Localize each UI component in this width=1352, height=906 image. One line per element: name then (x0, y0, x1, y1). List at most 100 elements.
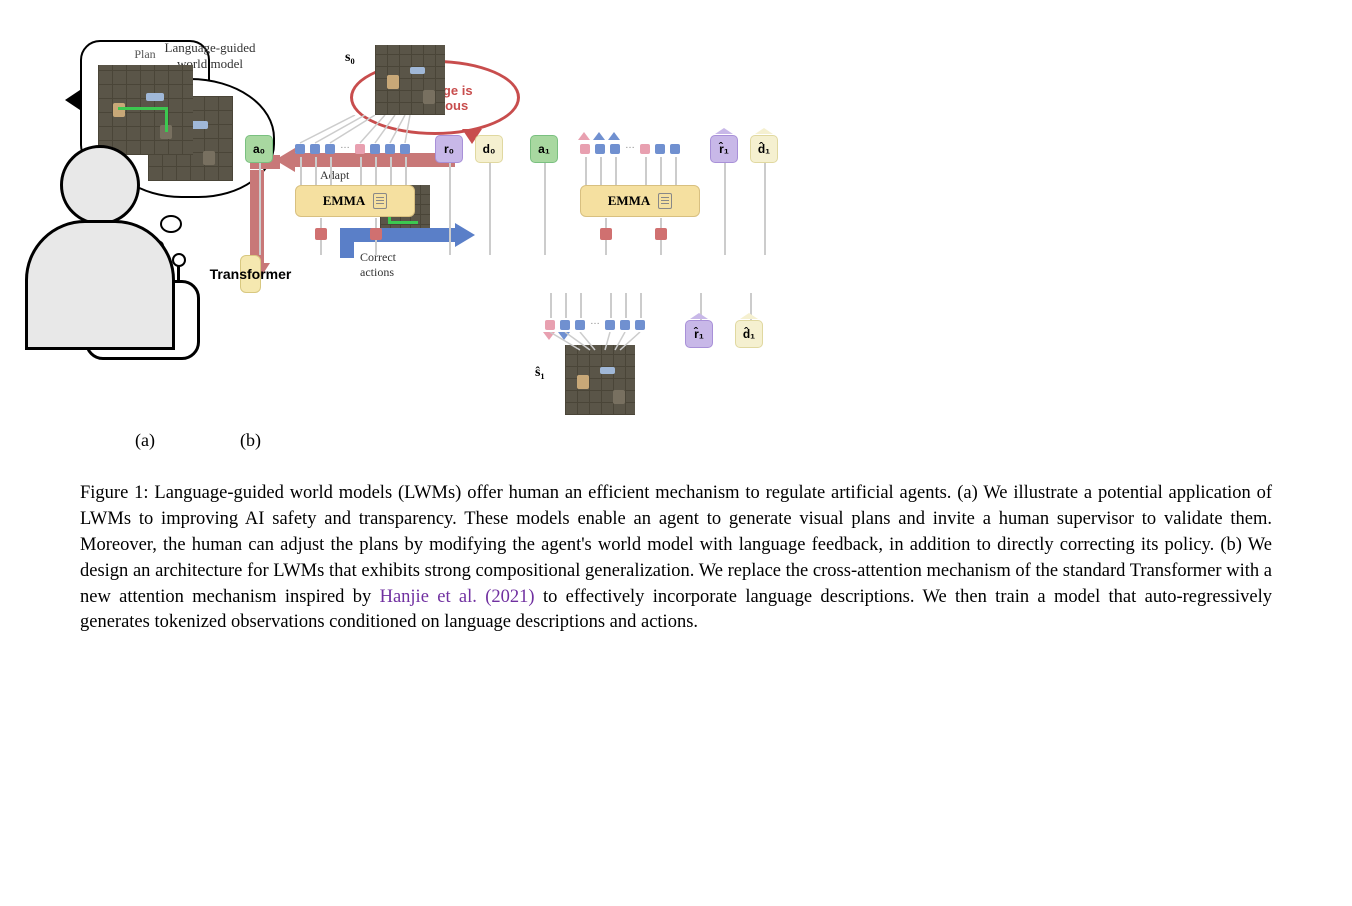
s1-label: ŝ₁ (535, 365, 545, 381)
s0-sprite-3 (423, 90, 435, 104)
diagram-b-wrapper: s₀ a₀ … r₀ d₀ a₁ (240, 40, 261, 451)
conn-e2-out-b (660, 218, 662, 228)
conn-e1c (390, 157, 392, 185)
conn-r0 (449, 163, 451, 255)
img-tok-b3 (610, 144, 620, 154)
plan-path-v (165, 107, 168, 132)
a0-token: a₀ (245, 135, 273, 163)
conn-e2ab (615, 157, 617, 185)
conn-e1d (405, 157, 407, 185)
plan-path-h (118, 107, 168, 110)
emma-text-1: EMMA (323, 193, 366, 209)
subfig-b-label: (b) (240, 430, 261, 451)
conn-a0 (259, 163, 261, 255)
document-icon-2 (658, 193, 672, 209)
conn-e2a (585, 157, 587, 185)
conn-e1-tx-b (375, 240, 377, 255)
dots-out: … (590, 316, 600, 327)
img-tok-6 (385, 144, 395, 154)
diagrams-row: Language-guided world model (80, 40, 1272, 451)
citation-author: Hanjie et al. (380, 587, 477, 607)
arrow-line-blue (340, 228, 455, 242)
transformer-text: Transformer (210, 266, 292, 282)
conn-e1ab (330, 157, 332, 185)
d0-text: d₀ (483, 142, 496, 156)
d1-out-token: d̂₁ (735, 320, 763, 348)
correct-label: Correct actions (360, 250, 396, 280)
out-conn-6 (640, 293, 642, 318)
conn-e1-out-b (375, 218, 377, 228)
citation-year-link[interactable]: (2021) (485, 587, 534, 607)
s1-sprite-1 (577, 375, 589, 389)
r0-token: r₀ (435, 135, 463, 163)
conn-e1-tx-a (320, 240, 322, 255)
a0-text: a₀ (253, 142, 265, 156)
img-tok-b5 (655, 144, 665, 154)
r1-out-token: r̂₁ (685, 320, 713, 348)
img-tok-b1 (580, 144, 590, 154)
plan-tile (98, 65, 193, 155)
conn-e1ac (360, 157, 362, 185)
conn-d1h (764, 163, 766, 255)
figure-container: Language-guided world model (80, 40, 1272, 636)
document-icon (373, 193, 387, 209)
out-tok-3 (575, 320, 585, 330)
hat-b3 (608, 132, 620, 140)
s0-label: s₀ (345, 50, 355, 66)
arrow-head-blue-icon (455, 223, 475, 247)
human-head (60, 145, 140, 225)
hat-b1 (578, 132, 590, 140)
conn-a1 (544, 163, 546, 255)
out-conn-2 (565, 293, 567, 318)
out-tok-2 (560, 320, 570, 330)
conn-e1b (375, 157, 377, 185)
green-path-2 (388, 221, 418, 224)
conn-d0 (489, 163, 491, 255)
citation-link[interactable]: Hanjie et al. (380, 587, 477, 607)
out-conn-5 (625, 293, 627, 318)
out-tok-5 (620, 320, 630, 330)
emma-out-4 (655, 228, 667, 240)
transformer-box: Transformer (240, 255, 261, 293)
dots-2: … (625, 140, 635, 151)
img-tok-5 (370, 144, 380, 154)
plan-sprite-entity (146, 93, 164, 101)
img-tok-7 (400, 144, 410, 154)
conn-e2-out-a (605, 218, 607, 228)
plan-sprite-player (113, 103, 125, 117)
out-conn-1 (550, 293, 552, 318)
conn-e2c (660, 157, 662, 185)
figure-caption: Figure 1: Language-guided world models (… (80, 481, 1272, 636)
d1-hat-token: d̂₁ (750, 135, 778, 163)
a1-token: a₁ (530, 135, 558, 163)
emma-out-2 (370, 228, 382, 240)
r1-hat-token: r̂₁ (710, 135, 738, 163)
s0-sprite-1 (387, 75, 399, 89)
conn-r1h (724, 163, 726, 255)
diagram-a-wrapper: Language-guided world model (80, 40, 210, 451)
hat-b2 (593, 132, 605, 140)
img-tok-b2 (595, 144, 605, 154)
human (60, 145, 175, 350)
out-conn-4 (610, 293, 612, 318)
conn-e1aa (315, 157, 317, 185)
d1-hat-text: d̂₁ (758, 142, 770, 156)
s1-sprite-3 (613, 390, 625, 404)
r1-out-text: r̂₁ (694, 327, 704, 341)
conn-e1-out-a (320, 218, 322, 228)
img-tok-b4 (640, 144, 650, 154)
sprite-mage (203, 151, 215, 165)
s0-tile (375, 45, 445, 115)
conn-e1a (300, 157, 302, 185)
diagram-a: Language-guided world model (80, 40, 210, 420)
citation-year: (2021) (485, 587, 534, 607)
r1-hat-text: r̂₁ (719, 142, 729, 156)
figure-label: Figure 1: (80, 483, 149, 503)
s1-sprite-2 (600, 367, 615, 374)
subfig-a-label: (a) (80, 430, 210, 451)
img-tok-4 (355, 144, 365, 154)
img-tok-b6 (670, 144, 680, 154)
s0-fan (295, 115, 415, 145)
emma-text-2: EMMA (608, 193, 651, 209)
a1-text: a₁ (538, 142, 550, 156)
